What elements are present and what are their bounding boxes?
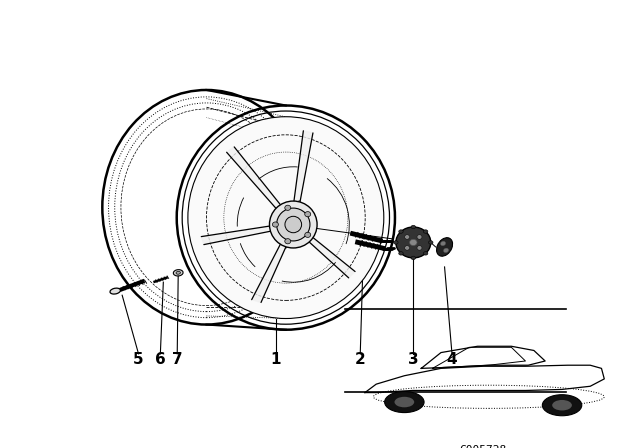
Ellipse shape [173,270,183,276]
Ellipse shape [399,252,403,255]
Text: 4: 4 [447,352,458,366]
Ellipse shape [188,117,384,319]
Ellipse shape [417,235,422,239]
Ellipse shape [417,246,422,250]
Text: 2: 2 [355,352,365,366]
Ellipse shape [285,205,291,211]
Ellipse shape [404,246,410,250]
Ellipse shape [424,230,428,233]
Text: 5: 5 [133,352,144,366]
Ellipse shape [429,241,433,244]
Polygon shape [202,223,294,245]
Ellipse shape [305,232,310,237]
Ellipse shape [394,397,414,407]
Ellipse shape [552,400,572,410]
Ellipse shape [440,241,445,246]
Ellipse shape [394,241,398,244]
Ellipse shape [176,271,180,274]
Polygon shape [291,131,313,225]
Ellipse shape [285,216,301,233]
Text: 1: 1 [271,352,281,366]
Ellipse shape [444,248,449,253]
Ellipse shape [542,395,582,416]
Ellipse shape [396,227,431,258]
Text: C005728: C005728 [460,445,507,448]
Text: 7: 7 [172,352,182,366]
Ellipse shape [404,235,410,239]
Ellipse shape [411,225,415,229]
Ellipse shape [276,208,310,241]
Ellipse shape [269,201,317,248]
Ellipse shape [285,239,291,244]
Polygon shape [252,224,296,302]
Ellipse shape [110,288,120,294]
Polygon shape [227,147,295,226]
Ellipse shape [424,252,428,255]
Ellipse shape [410,239,417,246]
Ellipse shape [436,238,452,256]
Polygon shape [292,223,355,278]
Text: 3: 3 [408,352,419,366]
Text: 6: 6 [155,352,166,366]
Ellipse shape [411,256,415,260]
Ellipse shape [399,230,403,233]
Ellipse shape [273,222,278,227]
Ellipse shape [385,392,424,413]
Ellipse shape [305,211,310,217]
